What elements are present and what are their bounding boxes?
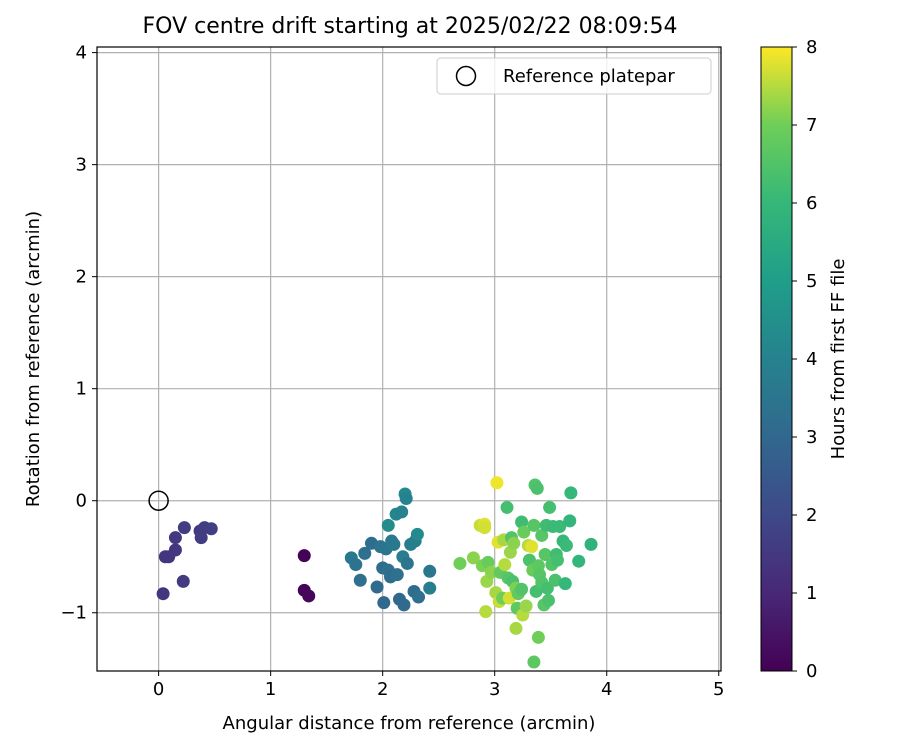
colorbar-tick-label: 1 — [806, 583, 817, 604]
data-point — [517, 525, 531, 539]
colorbar-tick-label: 3 — [806, 427, 817, 448]
data-point — [543, 500, 557, 514]
colorbar: 0 1 2 3 4 5 6 7 8 Hours from first FF file — [760, 37, 849, 682]
data-point — [466, 551, 480, 565]
y-axis-ticks: −1 0 1 2 3 4 — [60, 43, 97, 624]
legend-entry-label: Reference platepar — [503, 66, 675, 87]
y-tick-label: 4 — [76, 43, 87, 64]
data-point — [559, 539, 573, 553]
data-point — [204, 522, 218, 536]
y-tick-label: 3 — [76, 155, 87, 176]
data-point — [572, 554, 586, 568]
data-point — [387, 537, 401, 551]
data-point — [484, 565, 498, 579]
data-point — [302, 589, 316, 603]
colorbar-tick-label: 4 — [806, 349, 817, 370]
x-tick-label: 5 — [713, 679, 724, 700]
data-point — [381, 518, 395, 532]
data-points — [156, 476, 598, 669]
plot-frame — [96, 46, 722, 672]
y-tick-label: 0 — [76, 491, 87, 512]
reference-platepar-marker — [148, 490, 169, 511]
data-point — [156, 587, 170, 601]
chart-title: FOV centre drift starting at 2025/02/22 … — [143, 14, 678, 39]
data-point — [194, 531, 208, 545]
data-point — [519, 599, 533, 613]
data-point — [370, 580, 384, 594]
data-point — [177, 521, 191, 535]
legend-reference-marker — [455, 65, 477, 87]
data-point — [515, 515, 529, 529]
data-point — [400, 556, 414, 570]
data-point — [563, 514, 577, 528]
x-tick-label: 3 — [489, 679, 500, 700]
data-point — [507, 536, 521, 550]
data-point — [412, 590, 426, 604]
x-tick-label: 4 — [601, 679, 612, 700]
data-point — [530, 481, 544, 495]
colorbar-gradient — [760, 46, 793, 672]
data-point — [176, 574, 190, 588]
data-point — [535, 528, 549, 542]
colorbar-tick-label: 6 — [806, 193, 817, 214]
data-point — [453, 556, 467, 570]
data-point — [479, 605, 493, 619]
colorbar-tick-label: 8 — [806, 37, 817, 58]
reference-marker-group — [148, 490, 169, 511]
data-point — [395, 505, 409, 519]
data-point — [168, 531, 182, 545]
data-point — [550, 553, 564, 567]
data-point — [553, 519, 567, 533]
data-point — [410, 527, 424, 541]
data-point — [349, 558, 363, 572]
y-axis-label: Rotation from reference (arcmin) — [23, 211, 44, 507]
data-point — [525, 540, 539, 554]
colorbar-tick-label: 0 — [806, 661, 817, 682]
grid — [97, 47, 721, 671]
colorbar-ticks: 0 1 2 3 4 5 6 7 8 — [792, 37, 817, 682]
x-tick-label: 1 — [265, 679, 276, 700]
data-point — [564, 486, 578, 500]
legend-box — [436, 57, 712, 95]
data-point — [353, 573, 367, 587]
x-tick-label: 0 — [153, 679, 164, 700]
data-point — [358, 546, 372, 560]
data-point — [584, 537, 598, 551]
data-point — [515, 582, 529, 596]
y-tick-label: 1 — [76, 379, 87, 400]
colorbar-tick-label: 5 — [806, 271, 817, 292]
y-tick-label: −1 — [60, 603, 87, 624]
data-point — [500, 500, 514, 514]
legend: Reference platepar — [436, 57, 712, 95]
x-axis-ticks: 0 1 2 3 4 5 — [153, 671, 724, 700]
data-point — [297, 549, 311, 563]
data-point — [541, 593, 555, 607]
x-tick-label: 2 — [377, 679, 388, 700]
data-point — [390, 568, 404, 582]
data-point — [490, 476, 504, 490]
data-point — [538, 547, 552, 561]
data-point — [423, 564, 437, 578]
data-point — [527, 655, 541, 669]
data-point — [498, 558, 512, 572]
data-point — [377, 596, 391, 610]
data-point — [423, 581, 437, 595]
colorbar-tick-label: 7 — [806, 115, 817, 136]
data-point — [399, 491, 413, 505]
data-point — [531, 630, 545, 644]
x-axis-label: Angular distance from reference (arcmin) — [223, 713, 596, 734]
data-point — [558, 577, 572, 591]
data-point — [397, 598, 411, 612]
data-point — [509, 621, 523, 635]
colorbar-tick-label: 2 — [806, 505, 817, 526]
data-point — [168, 543, 182, 557]
data-point — [527, 518, 541, 532]
data-point — [548, 573, 562, 587]
y-tick-label: 2 — [76, 267, 87, 288]
data-point — [478, 521, 492, 535]
data-point — [481, 555, 495, 569]
colorbar-label: Hours from first FF file — [828, 259, 849, 460]
